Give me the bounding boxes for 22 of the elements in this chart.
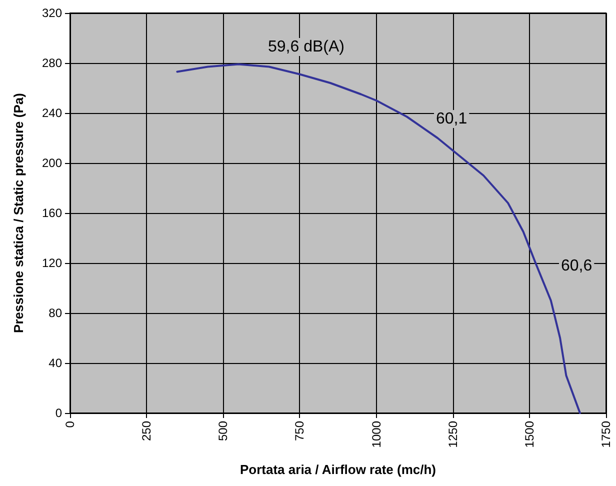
y-tick-label: 240 — [42, 106, 62, 120]
y-tick-label: 200 — [42, 156, 62, 170]
y-axis-title: Pressione statica / Static pressure (Pa) — [11, 93, 26, 333]
y-tick-label: 320 — [42, 6, 62, 20]
x-tick-label: 500 — [216, 420, 230, 442]
x-tick-label: 1500 — [522, 420, 536, 448]
y-tick-label: 0 — [55, 406, 62, 420]
x-tick-label: 0 — [63, 420, 77, 428]
x-tick-label: 1750 — [599, 420, 613, 448]
y-tick-label: 80 — [48, 306, 62, 320]
y-tick-label: 160 — [42, 206, 62, 220]
annotation: 59,6 dB(A) — [268, 38, 344, 56]
x-tick-label: 750 — [292, 420, 307, 442]
annotation: 60,1 — [436, 110, 468, 128]
y-tick-label: 120 — [42, 256, 62, 270]
x-tick-label: 250 — [140, 420, 154, 442]
y-tick-label: 280 — [42, 56, 62, 70]
x-tick-label: 1250 — [446, 420, 460, 448]
x-axis-title: Portata aria / Airflow rate (mc/h) — [240, 462, 436, 477]
annotation: 60,6 — [561, 258, 592, 274]
y-tick-label: 40 — [48, 356, 62, 370]
x-tick-label: 1000 — [369, 420, 384, 448]
